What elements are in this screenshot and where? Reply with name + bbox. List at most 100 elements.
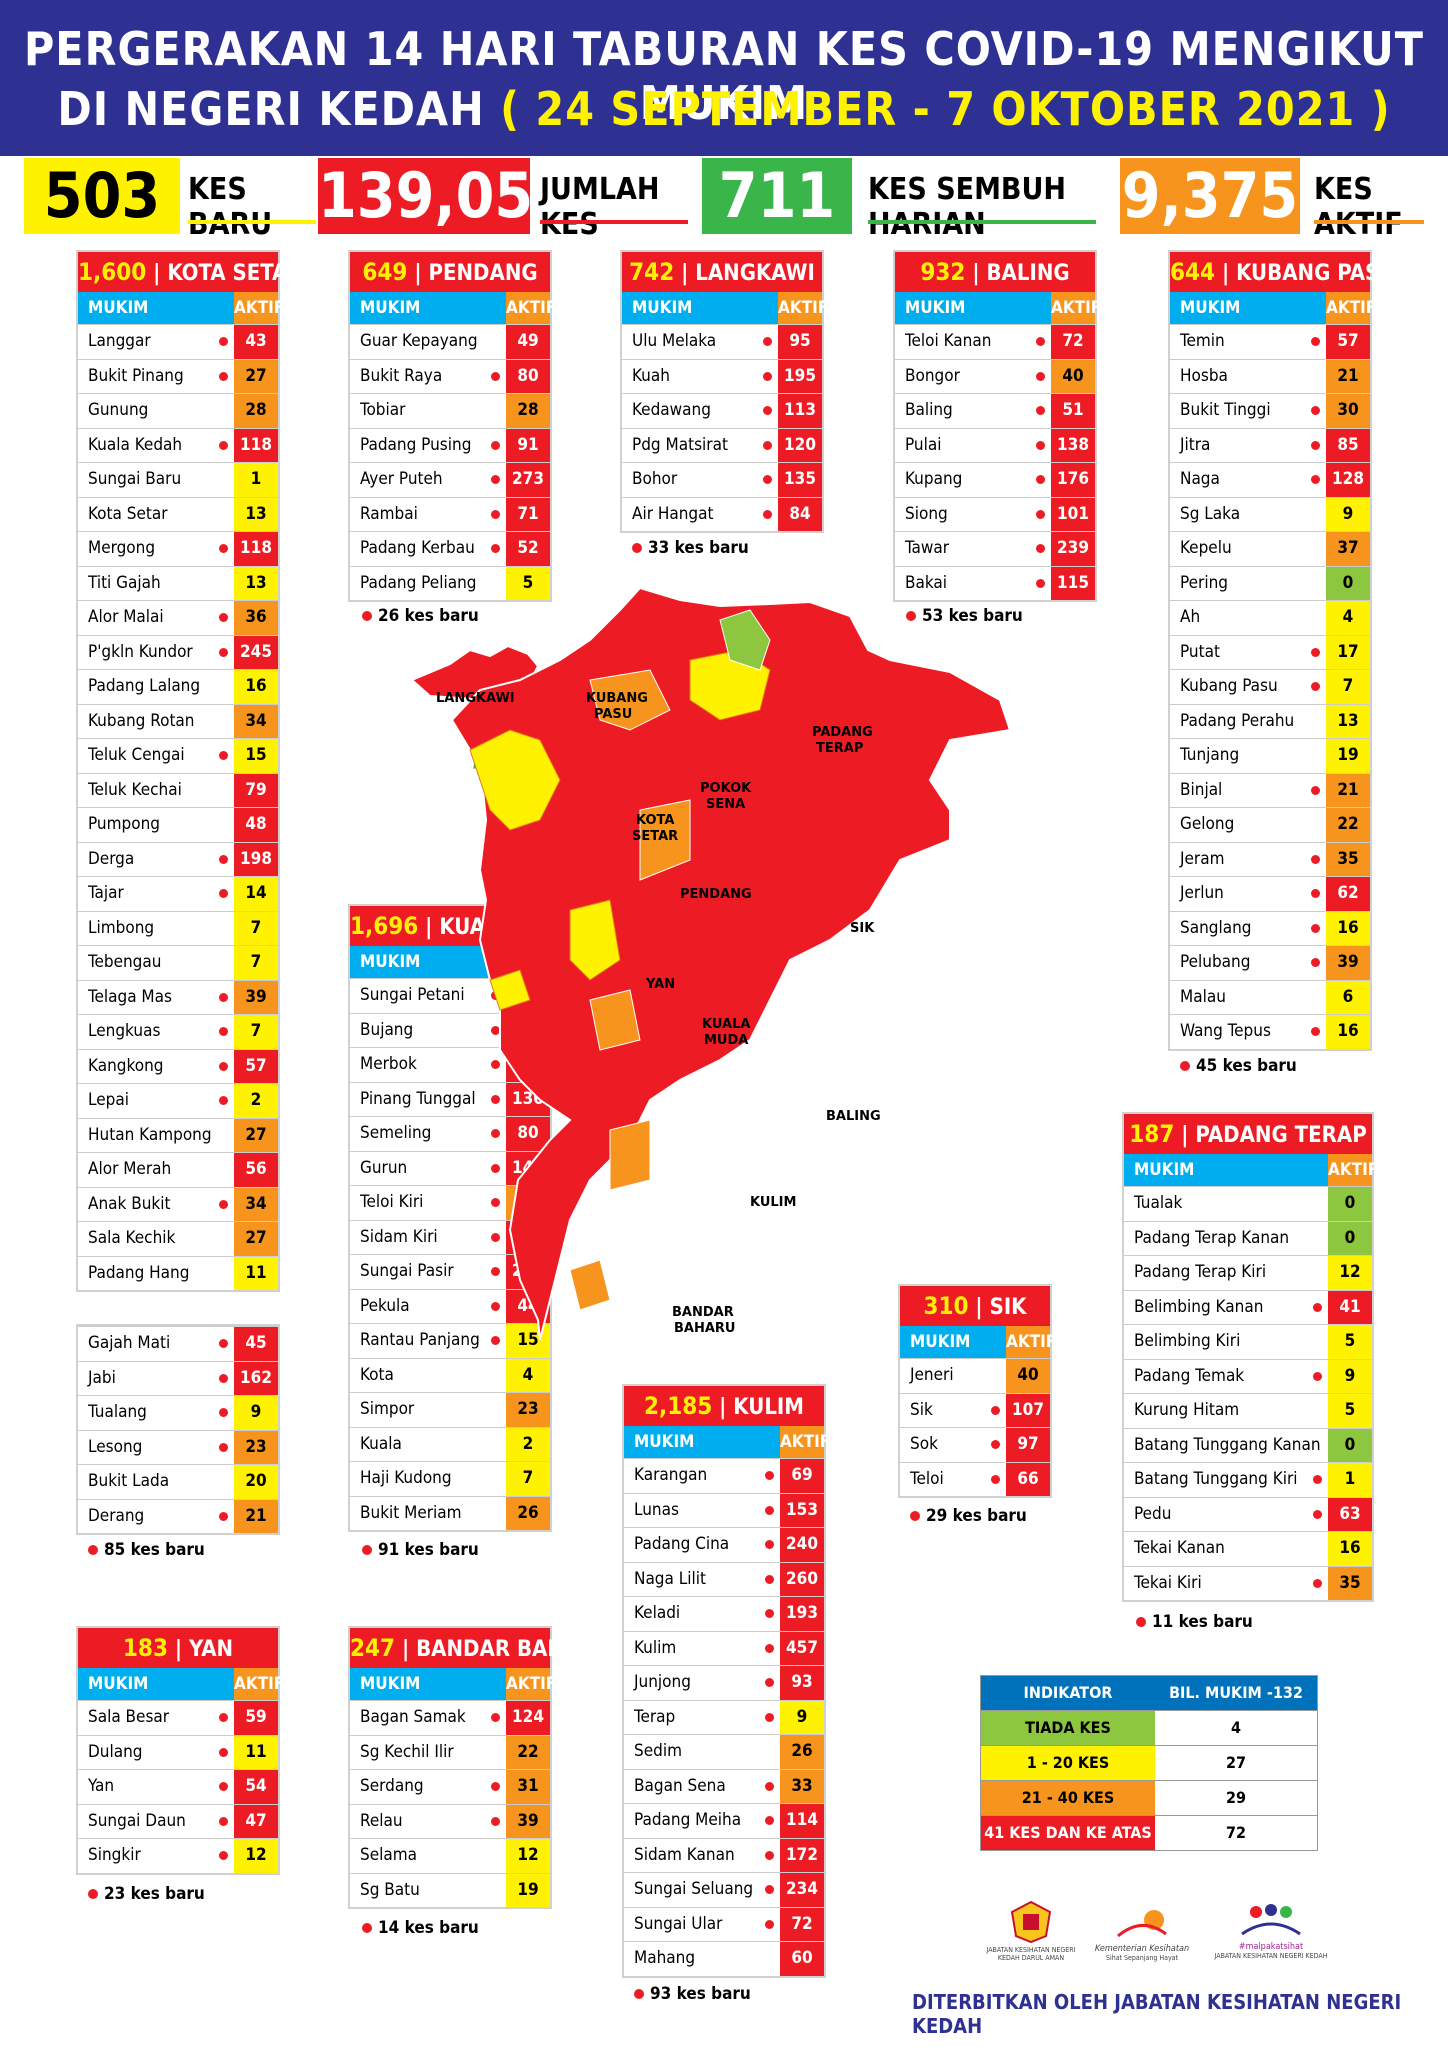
mukim-name-text: Selama	[360, 1845, 418, 1865]
mukim-name: Rantau Panjang	[350, 1324, 506, 1358]
table-row: Teloi Kanan 72	[895, 324, 1095, 359]
mukim-name: Sungai Ular	[624, 1908, 780, 1942]
mukim-name: Tawar	[895, 532, 1051, 566]
mukim-name: Derang	[78, 1500, 234, 1534]
stat-kes-aktif: 9,375 KES AKTIF	[1120, 158, 1430, 242]
legend-count: 29	[1155, 1781, 1317, 1815]
table-row: Pelubang 39	[1170, 945, 1370, 980]
title-separator: |	[167, 1637, 189, 1662]
active-count: 19	[506, 1873, 550, 1907]
mukim-name: Padang Peliang	[350, 567, 506, 601]
active-count: 193	[780, 1597, 824, 1631]
active-count: 72	[1051, 325, 1095, 359]
mukim-name: Sg Kechil Ilir	[350, 1736, 506, 1770]
table-row: Gajah Mati 45	[78, 1326, 278, 1361]
red-dot-icon	[1311, 889, 1320, 898]
active-count: 34	[234, 1187, 278, 1221]
mukim-name: Jabi	[78, 1362, 234, 1396]
active-count: 9	[234, 1396, 278, 1430]
mukim-name: Lengkuas	[78, 1015, 234, 1049]
table-row: Langgar 43	[78, 324, 278, 359]
legend-row: TIADA KES 4	[981, 1710, 1317, 1745]
red-dot-icon	[219, 751, 228, 760]
active-count: 19	[1326, 739, 1370, 773]
table-row: Tualak 0	[1124, 1186, 1372, 1221]
mukim-name: Tekai Kanan	[1124, 1532, 1328, 1566]
mukim-name: Padang Hang	[78, 1257, 234, 1291]
active-count: 6	[1326, 980, 1370, 1014]
red-dot-icon	[491, 509, 500, 519]
red-dot-icon	[1311, 1027, 1320, 1036]
table-row: Teloi 66	[900, 1461, 1050, 1496]
district-total: 2,185	[643, 1392, 713, 1420]
stat-kes-sembuh-value: 711	[702, 158, 852, 234]
active-count: 23	[234, 1430, 278, 1464]
table-header: MUKIM AKTIF	[78, 1668, 284, 1700]
mukim-name: Kuala	[350, 1428, 506, 1462]
table-row: Teluk Kechai 79	[78, 772, 278, 807]
red-dot-icon	[763, 475, 772, 484]
coat-of-arms-icon	[1010, 1900, 1052, 1944]
mukim-name: Derga	[78, 843, 234, 877]
district-title: 742 | LANGKAWI	[622, 252, 822, 292]
table-row: Padang Kerbau 52	[350, 531, 550, 566]
table-row: Tajar 14	[78, 876, 278, 911]
mukim-name-text: Teloi Kanan	[905, 331, 992, 351]
district-name: PADANG TERAP	[1195, 1123, 1367, 1148]
mukim-name-text: Tebengau	[88, 952, 162, 972]
red-dot-icon	[491, 371, 500, 381]
red-dot-icon	[491, 1336, 500, 1345]
mukim-name: Padang Kerbau	[350, 532, 506, 566]
red-dot-icon	[219, 1373, 228, 1383]
mukim-name-text: Hosba	[1180, 365, 1228, 386]
red-dot-icon	[491, 1163, 500, 1173]
mukim-name: Jitra	[1170, 429, 1326, 463]
new-cases-bandar-baharu: 14 kes baru	[378, 1918, 479, 1938]
col-aktif: AKTIF	[506, 1668, 556, 1700]
kk-swoosh-icon	[1117, 1910, 1167, 1938]
mukim-name-text: Tajar	[88, 883, 124, 903]
red-dot-icon	[1311, 682, 1320, 691]
table-bandar-baharu: 247 | BANDAR BAHARU MUKIM AKTIF Bagan Samak…	[348, 1626, 611, 1909]
mukim-name-text: Bagan Sena	[634, 1775, 726, 1796]
active-count: 239	[1051, 532, 1095, 566]
table-row: Pulai 138	[895, 427, 1095, 462]
active-count: 41	[1328, 1290, 1372, 1324]
mukim-name: Ulu Melaka	[622, 325, 778, 359]
table-row: Kubang Rotan 34	[78, 703, 278, 738]
active-count: 57	[1326, 325, 1370, 359]
active-count: 31	[506, 1770, 550, 1804]
col-mukim: MUKIM	[1180, 298, 1241, 318]
active-count: 40	[1006, 1359, 1050, 1393]
table-row: Keladi 193	[624, 1596, 824, 1631]
mukim-name-text: Pering	[1180, 572, 1228, 593]
active-count: 23	[506, 1393, 550, 1427]
mukim-name-text: Sg Batu	[360, 1879, 420, 1900]
district-title: 310 | SIK	[900, 1286, 1050, 1326]
district-total: 932	[920, 258, 966, 286]
mukim-name-text: Sungai Daun	[88, 1810, 186, 1831]
active-count: 0	[1326, 566, 1370, 600]
col-aktif: AKTIF	[506, 292, 556, 324]
table-row: Yan 54	[78, 1769, 278, 1804]
active-count: 1	[234, 463, 278, 497]
legend-label: 21 - 40 KES	[981, 1781, 1155, 1815]
mukim-name-text: Limbong	[88, 917, 155, 938]
note-langkawi: 33 kes baru	[632, 538, 749, 558]
mukim-name-text: Pinang Tunggal	[360, 1088, 476, 1109]
active-count: 52	[506, 532, 550, 566]
active-count: 84	[778, 497, 822, 531]
mukim-name: Titi Gajah	[78, 567, 234, 601]
active-count: 85	[1326, 428, 1370, 462]
mukim-name: Gurun	[350, 1152, 506, 1186]
district-title: 183 | YAN	[78, 1628, 278, 1668]
table-row: Belimbing Kiri 5	[1124, 1324, 1372, 1359]
mukim-name-text: Simpor	[360, 1399, 415, 1419]
stat-jumlah-kes-label: JUMLAH KES	[540, 172, 660, 242]
mukim-name-text: Padang Meiha	[634, 1810, 742, 1830]
district-name: YAN	[188, 1637, 234, 1662]
mukim-name-text: Sungai Seluang	[634, 1879, 754, 1899]
table-row: Tualang 9	[78, 1395, 278, 1430]
mukim-name: Alor Merah	[78, 1153, 234, 1187]
mukim-name: Jeram	[1170, 843, 1326, 877]
